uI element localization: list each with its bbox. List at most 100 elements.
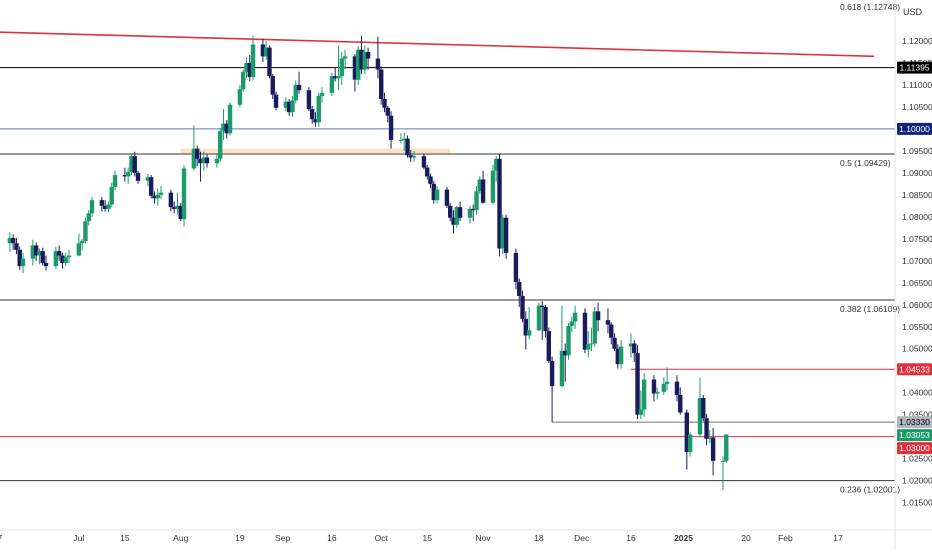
candle-body	[724, 434, 729, 461]
candle-body	[178, 205, 183, 220]
candle-body	[448, 205, 453, 218]
candle-body	[214, 158, 220, 164]
candle	[296, 71, 302, 94]
time-tick-label: 2025	[674, 533, 693, 543]
candle-body	[457, 207, 463, 218]
candle-body	[83, 221, 88, 242]
price-tick-label: 1.12000	[902, 36, 932, 46]
candle	[566, 323, 571, 360]
price-badge-bg	[897, 122, 932, 135]
candle-body	[707, 437, 713, 439]
candle	[536, 302, 542, 332]
candle	[122, 167, 128, 182]
highlight-zone	[180, 148, 451, 154]
candle-body	[148, 177, 154, 196]
time-tick-label: Oct	[375, 533, 389, 543]
candle	[319, 87, 325, 103]
price-badge-label: 1.03330	[899, 417, 930, 427]
candle-body	[635, 353, 640, 415]
price-badge: 1.10000	[897, 122, 932, 135]
time-tick-label: Dec	[574, 533, 590, 543]
candle-body	[454, 207, 459, 225]
candle-body	[388, 115, 394, 140]
candle	[152, 191, 157, 204]
candle-body	[7, 237, 13, 244]
candle-body	[687, 434, 693, 453]
candle	[664, 367, 670, 391]
candle	[7, 232, 13, 253]
candle-body	[339, 58, 344, 77]
candle	[563, 343, 568, 382]
candle-body	[227, 104, 233, 134]
candle-body	[86, 213, 91, 222]
candle-body	[267, 47, 272, 77]
candle-body	[40, 251, 45, 263]
candle	[379, 66, 384, 105]
candle-body	[477, 179, 482, 192]
candle	[684, 409, 690, 470]
fib-level-label: 0.618 (1.12748)	[840, 2, 900, 12]
candle-body	[296, 84, 302, 91]
candle-body	[434, 189, 440, 201]
time-tick-label: 7	[0, 533, 3, 543]
candle-body	[313, 119, 318, 123]
price-tick-label: 1.08000	[902, 212, 932, 222]
candle	[592, 306, 598, 347]
candle	[175, 192, 180, 215]
candle	[448, 202, 453, 222]
candle	[267, 45, 272, 79]
candle	[398, 133, 404, 143]
time-tick-label: 19	[235, 533, 245, 543]
candle	[635, 345, 640, 420]
candle-body	[402, 138, 407, 140]
candle	[411, 150, 417, 162]
candle-body	[513, 252, 519, 282]
candle-body	[102, 205, 108, 209]
candle-body	[60, 255, 65, 263]
price-tick-label: 1.03500	[902, 410, 932, 420]
candle-body	[684, 412, 690, 453]
candle-body	[632, 343, 637, 354]
candle	[168, 189, 174, 212]
candle	[618, 339, 624, 369]
candle-body	[168, 192, 174, 208]
candle-body	[194, 148, 200, 159]
candle	[20, 252, 26, 274]
candle-body	[237, 89, 243, 105]
candle	[191, 125, 197, 171]
time-tick-label: 18	[534, 533, 544, 543]
candle	[517, 278, 522, 307]
candle	[247, 55, 252, 82]
candle-body	[240, 71, 246, 90]
price-tick-label: 1.07000	[902, 256, 932, 266]
candle	[14, 237, 19, 255]
candle-body	[444, 189, 450, 206]
candle-body	[572, 312, 578, 322]
candle	[615, 344, 621, 369]
candle	[201, 151, 206, 171]
candle	[540, 301, 545, 340]
candle-body	[549, 361, 555, 387]
candle-body	[520, 295, 525, 319]
candle-body	[319, 92, 325, 96]
candle-body	[655, 391, 660, 394]
candle-body	[563, 350, 568, 356]
candle	[490, 164, 496, 205]
candle	[102, 200, 108, 212]
candle-body	[63, 257, 68, 263]
candle-body	[428, 176, 433, 184]
candle	[408, 150, 413, 162]
candle-body	[365, 51, 371, 59]
candle	[10, 234, 16, 250]
candle	[467, 205, 473, 224]
time-tick-label: Sep	[275, 533, 290, 543]
price-tick-label: 1.05500	[902, 322, 932, 332]
price-tick-label: 1.07500	[902, 234, 932, 244]
candle-body	[701, 397, 706, 419]
candle-body	[33, 245, 39, 256]
price-tick-label: 1.06000	[902, 300, 932, 310]
price-badge-label: 1.11395	[899, 63, 929, 73]
candle-body	[664, 381, 670, 384]
price-badge-label: 1.10000	[899, 124, 930, 134]
